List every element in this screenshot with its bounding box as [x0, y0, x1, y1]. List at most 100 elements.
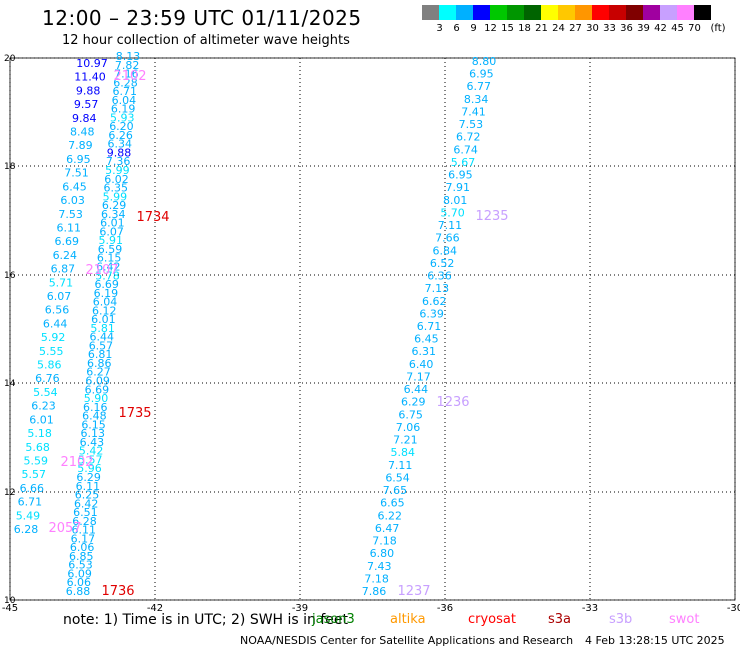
- scale-swatch: [422, 5, 439, 20]
- track-value-b: 5.90: [84, 392, 109, 405]
- track-value-a: 6.44: [43, 317, 68, 330]
- track-value-b: 6.20: [109, 120, 134, 133]
- track-value-b: 6.11: [76, 480, 101, 493]
- track-value-c: 6.71: [417, 320, 442, 333]
- scale-label: 12: [484, 23, 497, 34]
- track-value-a: 6.28: [14, 523, 39, 536]
- scale-label: 45: [671, 23, 684, 34]
- credit-text: NOAA/NESDIS Center for Satellite Applica…: [240, 634, 574, 647]
- track-value-c: 6.62: [422, 295, 447, 308]
- track-value-a: 6.87: [51, 263, 76, 276]
- track-value-c: 7.86: [362, 585, 387, 598]
- scale-swatch: [609, 5, 626, 20]
- track-value-c: 6.36: [427, 270, 452, 283]
- x-tick-label: -33: [582, 603, 598, 614]
- track-value-b: 5.96: [77, 462, 102, 475]
- track-value-b: 5.78: [95, 269, 120, 282]
- track-value-a: 5.18: [27, 427, 52, 440]
- scale-swatch: [677, 5, 694, 20]
- scale-label: 36: [620, 23, 633, 34]
- track-value-b: 6.29: [102, 199, 127, 212]
- track-value-b: 6.13: [81, 427, 106, 440]
- track-value-c: 6.45: [414, 333, 439, 346]
- track-value-b: 6.06: [67, 576, 92, 589]
- track-value-a: 6.76: [35, 372, 60, 385]
- track-value-b: 5.81: [90, 322, 115, 335]
- track-value-c: 6.80: [370, 547, 395, 560]
- track-value-a: 7.51: [64, 167, 89, 180]
- track-value-c: 6.75: [398, 408, 423, 421]
- track-value-b: 6.01: [100, 217, 125, 230]
- scale-swatch: [660, 5, 677, 20]
- track-value-a: 6.23: [31, 400, 56, 413]
- scale-swatch: [524, 5, 541, 20]
- track-value-b: 6.04: [93, 296, 118, 309]
- scale-label: 18: [518, 23, 531, 34]
- track-value-a: 6.11: [56, 221, 81, 234]
- track-value-b: 6.15: [97, 252, 122, 265]
- y-tick-label: 16: [4, 271, 16, 281]
- scale-swatch: [694, 5, 711, 20]
- generated-timestamp: 4 Feb 13:28:15 UTC 2025: [585, 634, 725, 647]
- track-value-c: 7.06: [396, 421, 421, 434]
- track-value-c: 7.18: [364, 572, 389, 585]
- track-value-a: 7.53: [58, 208, 83, 221]
- track-value-c: 7.66: [435, 232, 460, 245]
- time-label-swot: 2102: [113, 69, 146, 84]
- scale-unit: (ft): [710, 23, 726, 34]
- track-value-b: 5.57: [78, 453, 103, 466]
- track-value-c: 6.31: [412, 345, 437, 358]
- scale-swatch: [439, 5, 456, 20]
- track-value-b: 6.17: [71, 532, 96, 545]
- track-value-b: 6.81: [88, 348, 113, 361]
- legend-cryosat: cryosat: [468, 612, 516, 627]
- scale-label: 33: [603, 23, 616, 34]
- track-value-c: 7.18: [372, 535, 397, 548]
- track-value-b: 6.57: [89, 339, 114, 352]
- scale-label: 42: [654, 23, 667, 34]
- scale-label: 3: [436, 23, 443, 34]
- axis-tick-labels: -45 -42 -39 -36 -33 -30 20 18 16 14 12 10: [2, 54, 740, 614]
- map-grid: [9, 57, 736, 601]
- track-value-a: 6.69: [55, 235, 80, 248]
- scale-swatch: [626, 5, 643, 20]
- track-value-c: 7.41: [461, 105, 486, 118]
- track-value-a: 5.49: [16, 509, 41, 522]
- track-value-c: 6.54: [385, 471, 410, 484]
- legend-s3b: s3b: [609, 612, 633, 627]
- altimeter-tracks: 10.9711.409.889.579.848.487.896.957.516.…: [14, 50, 497, 598]
- track-value-c: 6.72: [456, 131, 481, 144]
- track-value-c: 7.21: [393, 434, 418, 447]
- track-value-b: 5.42: [79, 445, 104, 458]
- track-value-a: 5.55: [39, 345, 64, 358]
- track-value-b: 6.09: [85, 375, 110, 388]
- track-value-a: 9.84: [72, 112, 97, 125]
- track-value-c: 6.52: [430, 257, 455, 270]
- track-value-a: 5.57: [22, 468, 47, 481]
- y-tick-label: 12: [4, 488, 15, 498]
- track-value-b: 6.27: [86, 366, 111, 379]
- track-value-b: 6.69: [94, 278, 119, 291]
- track-value-b: 6.07: [99, 225, 124, 238]
- track-value-b: 6.88: [66, 585, 91, 598]
- track-value-a: 6.07: [47, 290, 72, 303]
- legend-jason3: jason3: [312, 612, 355, 627]
- scale-swatch: [456, 5, 473, 20]
- time-label-s3b: 1236: [436, 395, 469, 410]
- track-value-b: 6.29: [76, 471, 101, 484]
- track-value-b: 7.16: [114, 68, 139, 81]
- track-value-c: 8.01: [443, 194, 468, 207]
- track-value-b: 6.44: [90, 331, 115, 344]
- scale-label: 15: [501, 23, 514, 34]
- track-value-c: 6.77: [467, 80, 492, 93]
- track-value-b: 6.19: [94, 287, 119, 300]
- track-value-b: 9.88: [107, 146, 132, 159]
- track-value-b: 6.69: [85, 383, 110, 396]
- track-value-b: 6.59: [98, 243, 123, 256]
- track-value-a: 6.56: [45, 304, 70, 317]
- track-value-a: 10.97: [76, 57, 108, 70]
- track-value-c: 6.44: [404, 383, 429, 396]
- track-value-b: 6.42: [74, 497, 99, 510]
- track-value-b: 6.12: [92, 304, 117, 317]
